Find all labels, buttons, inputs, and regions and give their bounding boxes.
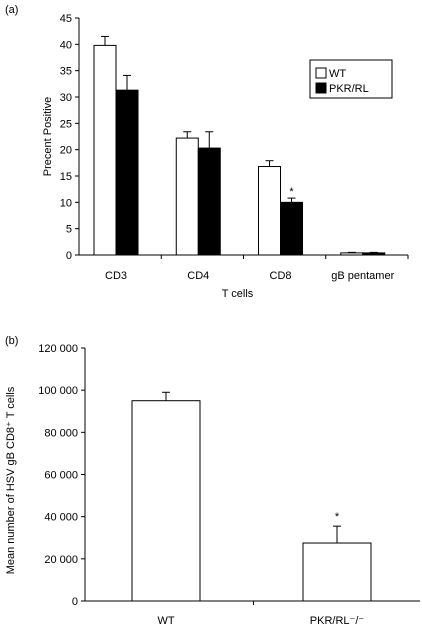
- y-axis-label-a: Precent Positive: [42, 97, 54, 176]
- y-tick-label-b: 60 000: [44, 470, 78, 482]
- y-tick-label-a: 35: [60, 66, 72, 78]
- y-tick-label-a: 25: [60, 118, 72, 130]
- chart-b: (b) 0 20 000 40 000 60 000 80 000 100 000 120 0…: [5, 335, 420, 627]
- bar-pkr-rl-cd8: [280, 201, 304, 256]
- bar-wt-cd4: [175, 137, 199, 256]
- y-tick-label-a: 15: [60, 171, 72, 183]
- x-tick-label-a: CD3: [105, 270, 127, 282]
- y-tick-label-b: 120 000: [38, 343, 78, 355]
- y-tick-label-a: 30: [60, 92, 72, 104]
- y-tick-label-a: 5: [66, 224, 72, 236]
- bar-wt-cd3: [93, 44, 117, 256]
- y-tick-label-a: 10: [60, 197, 72, 209]
- y-tick-label-a: 40: [60, 39, 72, 51]
- x-tick-label-a: gB pentamer: [331, 270, 394, 282]
- bar-pkr-rl-gb-pentamer: [362, 252, 386, 256]
- y-tick-label-b: 40 000: [44, 512, 78, 524]
- bar-pkr-rl-cd4: [197, 147, 221, 256]
- bar-wt-gb-pentamer: [340, 252, 364, 256]
- y-axis-label-b: Mean number of HSV gB CD8⁺ T cells: [5, 386, 17, 574]
- y-tick-label-b: 0: [72, 596, 78, 608]
- legend-label-a: PKR/RL: [329, 83, 369, 95]
- panel-label-a: (a): [5, 4, 18, 16]
- bar-b-1: [302, 542, 372, 602]
- x-tick-label-a: CD8: [270, 270, 292, 282]
- y-tick-label-b: 80 000: [44, 427, 78, 439]
- x-tick-label-a: CD4: [187, 270, 209, 282]
- x-tick-label-b: PKR/RL⁻/⁻: [310, 615, 365, 627]
- bar-wt-cd8: [258, 166, 282, 256]
- y-tick-label-a: 45: [60, 13, 72, 25]
- x-tick-label-b: WT: [157, 615, 174, 627]
- panel-label-b: (b): [5, 335, 18, 347]
- x-axis-label-a: T cells: [222, 288, 254, 300]
- y-tick-label-b: 20 000: [44, 554, 78, 566]
- bar-pkr-rl-cd3: [115, 89, 139, 256]
- significance-mark-a: *: [289, 186, 294, 198]
- significance-mark-b: *: [335, 511, 340, 523]
- chart-a: (a) 0 5 10 15 20 25 30 35 40 45 Precent Positive CD3…: [5, 4, 409, 300]
- y-tick-label-a: 0: [66, 250, 72, 262]
- legend-swatch-a: [315, 82, 327, 94]
- y-tick-label-a: 20: [60, 145, 72, 157]
- y-tick-label-b: 100 000: [38, 385, 78, 397]
- legend-label-a: WT: [329, 68, 346, 80]
- legend-swatch-a: [315, 67, 327, 79]
- bar-b-0: [131, 400, 201, 602]
